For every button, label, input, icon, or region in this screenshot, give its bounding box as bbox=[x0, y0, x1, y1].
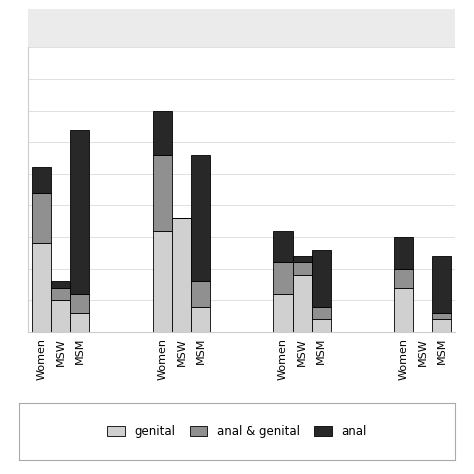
Bar bbox=[153, 155, 172, 231]
Text: HPV31: HPV31 bbox=[161, 408, 202, 420]
Bar bbox=[311, 319, 331, 332]
Bar bbox=[51, 300, 70, 332]
Bar bbox=[273, 294, 292, 332]
Bar bbox=[432, 256, 451, 313]
Legend: genital, anal & genital, anal: genital, anal & genital, anal bbox=[103, 420, 371, 443]
Bar bbox=[292, 275, 311, 332]
Bar bbox=[273, 262, 292, 294]
Bar bbox=[432, 313, 451, 319]
Bar bbox=[432, 319, 451, 332]
Bar bbox=[394, 288, 413, 332]
Bar bbox=[394, 269, 413, 288]
Bar bbox=[311, 307, 331, 319]
Bar bbox=[32, 243, 51, 332]
Bar bbox=[191, 281, 210, 307]
Bar bbox=[191, 307, 210, 332]
Bar bbox=[70, 129, 90, 294]
Bar bbox=[394, 237, 413, 269]
Bar bbox=[70, 313, 90, 332]
Bar bbox=[273, 231, 292, 262]
Bar bbox=[70, 294, 90, 313]
Bar bbox=[292, 256, 311, 262]
Bar bbox=[32, 167, 51, 193]
Bar bbox=[153, 231, 172, 332]
Text: HPV33: HPV33 bbox=[282, 408, 323, 420]
Text: HPV45: HPV45 bbox=[402, 408, 443, 420]
Bar bbox=[172, 218, 191, 332]
Bar bbox=[191, 155, 210, 281]
Bar bbox=[292, 262, 311, 275]
Bar bbox=[51, 288, 70, 300]
Bar bbox=[51, 281, 70, 288]
Bar bbox=[153, 110, 172, 155]
Text: HPV18: HPV18 bbox=[40, 408, 82, 420]
Bar bbox=[32, 193, 51, 243]
Bar bbox=[311, 250, 331, 307]
